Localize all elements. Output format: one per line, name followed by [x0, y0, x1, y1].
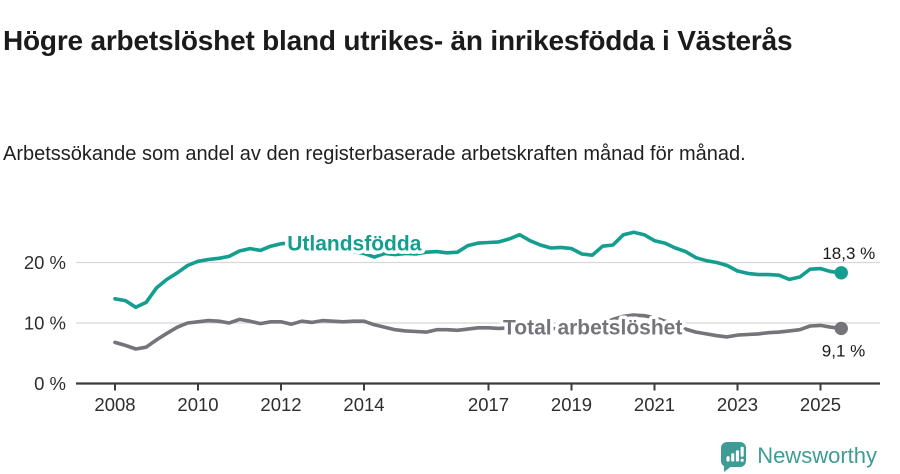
x-axis-tick-label: 2014	[343, 394, 384, 415]
y-axis-tick-label: 20 %	[24, 252, 66, 273]
x-axis-tick-label: 2012	[260, 394, 301, 415]
newsworthy-brand: Newsworthy	[717, 438, 877, 473]
x-axis-tick-label: 2023	[717, 394, 758, 415]
page-title: Högre arbetslöshet bland utrikes- än inr…	[3, 24, 793, 56]
series-end-dot-utlandsfodda	[834, 266, 848, 280]
x-axis-tick-label: 2025	[800, 394, 841, 415]
series-label-total: Total arbetslöshet	[503, 317, 682, 340]
newsworthy-wordmark: Newsworthy	[757, 442, 877, 468]
series-line-total	[113, 313, 844, 351]
series-line-utlandsfodda	[113, 230, 844, 310]
x-axis-tick-label: 2010	[177, 394, 218, 415]
value-label-utlandsfodda: 18,3 %	[822, 244, 875, 263]
x-axis-tick-label: 2017	[468, 394, 509, 415]
series-label-utlandsfodda: Utlandsfödda	[287, 233, 421, 256]
value-label-total: 9,1 %	[822, 341, 865, 360]
y-axis-tick-label: 0 %	[34, 373, 66, 394]
y-axis-tick-label: 10 %	[24, 312, 66, 333]
x-axis-tick-label: 2008	[94, 394, 135, 415]
x-axis-tick-label: 2021	[634, 394, 675, 415]
series-end-dot-total	[834, 321, 848, 336]
x-axis-tick-label: 2019	[551, 394, 592, 415]
newsworthy-logo-icon	[721, 442, 747, 472]
chart-subtitle: Arbetssökande som andel av den registerb…	[3, 143, 746, 165]
